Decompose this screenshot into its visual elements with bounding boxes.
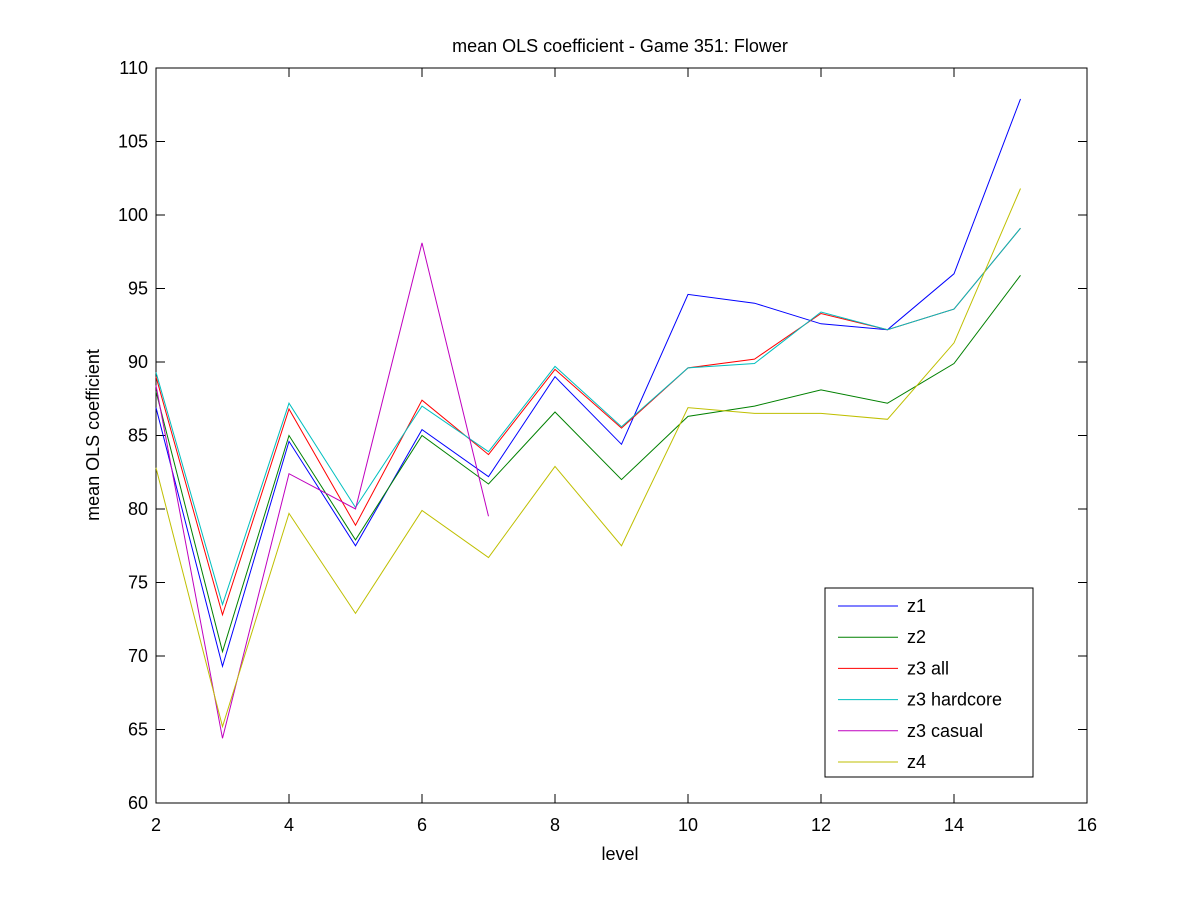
legend-label-z2: z2 bbox=[907, 627, 926, 647]
legend-label-z3-all: z3 all bbox=[907, 658, 949, 678]
x-axis-label: level bbox=[601, 844, 638, 864]
y-tick-label: 75 bbox=[128, 573, 148, 593]
x-tick-label: 12 bbox=[811, 815, 831, 835]
x-tick-label: 4 bbox=[284, 815, 294, 835]
legend-box bbox=[824, 587, 1034, 778]
axis-ticks: 2 4 6 8 10 12 14 16 60 65 70 75 80 85 90 95 100 105 110 bbox=[118, 58, 1097, 835]
y-tick-label: 60 bbox=[128, 793, 148, 813]
legend-label-z3-casual: z3 casual bbox=[907, 721, 983, 741]
y-axis-label: mean OLS coefficient bbox=[83, 349, 103, 521]
y-tick-label: 80 bbox=[128, 499, 148, 519]
x-tick-label: 2 bbox=[151, 815, 161, 835]
series-line-z1 bbox=[155, 98, 1021, 669]
x-tick-label: 6 bbox=[417, 815, 427, 835]
y-tick-label: 90 bbox=[128, 352, 148, 372]
legend-label-z4: z4 bbox=[907, 752, 926, 772]
legend-label-z1: z1 bbox=[907, 596, 926, 616]
x-tick-label: 10 bbox=[678, 815, 698, 835]
y-tick-label: 100 bbox=[118, 205, 148, 225]
y-tick-label: 85 bbox=[128, 426, 148, 446]
chart-title: mean OLS coefficient - Game 351: Flower bbox=[452, 36, 788, 56]
legend: z1 z2 z3 all z3 hardcore z3 casual z4 bbox=[824, 587, 1034, 778]
y-tick-label: 110 bbox=[119, 58, 148, 78]
series-layer bbox=[155, 98, 1021, 739]
y-tick-label: 105 bbox=[118, 132, 148, 152]
series-line-z2 bbox=[155, 274, 1021, 654]
x-tick-label: 8 bbox=[550, 815, 560, 835]
legend-label-z3-hardcore: z3 hardcore bbox=[907, 690, 1002, 710]
series-line-z3-hardcore bbox=[155, 227, 1021, 607]
x-tick-label: 16 bbox=[1077, 815, 1097, 835]
series-line-z3-casual bbox=[155, 242, 489, 739]
y-tick-label: 70 bbox=[128, 646, 148, 666]
y-tick-label: 95 bbox=[128, 279, 148, 299]
y-tick-label: 65 bbox=[128, 720, 148, 740]
x-tick-label: 14 bbox=[944, 815, 964, 835]
series-line-z4 bbox=[155, 188, 1021, 729]
